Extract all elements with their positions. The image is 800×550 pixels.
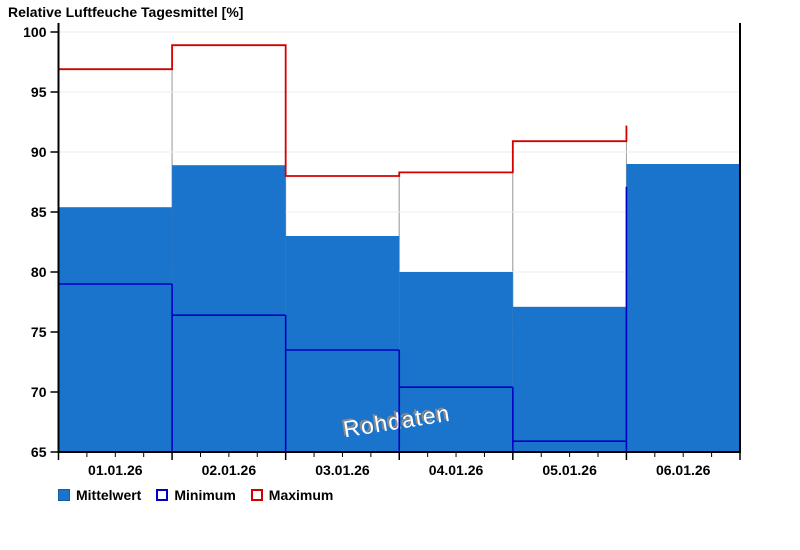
x-axis-label: 05.01.26: [542, 462, 597, 478]
svg-text:80: 80: [31, 264, 47, 280]
legend-item-maximum: Maximum: [250, 487, 334, 503]
legend-item-mittelwert: Mittelwert: [58, 487, 141, 503]
svg-text:85: 85: [31, 204, 47, 220]
mean-bar-02.01.26: [172, 165, 286, 452]
x-axis-label: 03.01.26: [315, 462, 370, 478]
minimum-step-line: [58, 186, 628, 452]
svg-text:65: 65: [31, 444, 47, 460]
svg-text:70: 70: [31, 384, 47, 400]
chart-legend: Mittelwert Minimum Maximum: [58, 487, 333, 503]
mean-bars: [58, 164, 740, 452]
legend-label: Minimum: [174, 487, 236, 503]
x-axis-label: 02.01.26: [202, 462, 257, 478]
mean-bar-01.01.26: [58, 207, 173, 452]
mean-bar-05.01.26: [512, 306, 627, 452]
svg-text:75: 75: [31, 324, 47, 340]
legend-item-minimum: Minimum: [156, 487, 236, 503]
mean-bar-04.01.26: [399, 272, 513, 452]
svg-text:90: 90: [31, 144, 47, 160]
legend-label: Mittelwert: [76, 487, 142, 503]
mean-swatch-icon: [58, 489, 70, 501]
min-swatch-icon: [156, 489, 169, 501]
y-axis-ticks: 65 70 75 80 85 90 95 100: [23, 24, 59, 460]
x-axis-label: 04.01.26: [429, 462, 484, 478]
max-swatch-icon: [250, 489, 263, 501]
mean-bar-03.01.26: [285, 236, 400, 452]
svg-text:95: 95: [31, 84, 47, 100]
chart-title: Relative Luftfeuche Tagesmittel [%]: [8, 4, 244, 20]
mean-bar-06.01.26: [626, 164, 740, 452]
maximum-step-line: [58, 44, 628, 177]
x-axis-label: 01.01.26: [88, 462, 143, 478]
x-axis-ticks: 01.01.26 02.01.26 03.01.26 04.01.26 05.01.26…: [57, 452, 741, 478]
legend-label: Maximum: [268, 487, 334, 503]
x-axis-label: 06.01.26: [656, 462, 711, 478]
svg-text:100: 100: [23, 24, 47, 40]
